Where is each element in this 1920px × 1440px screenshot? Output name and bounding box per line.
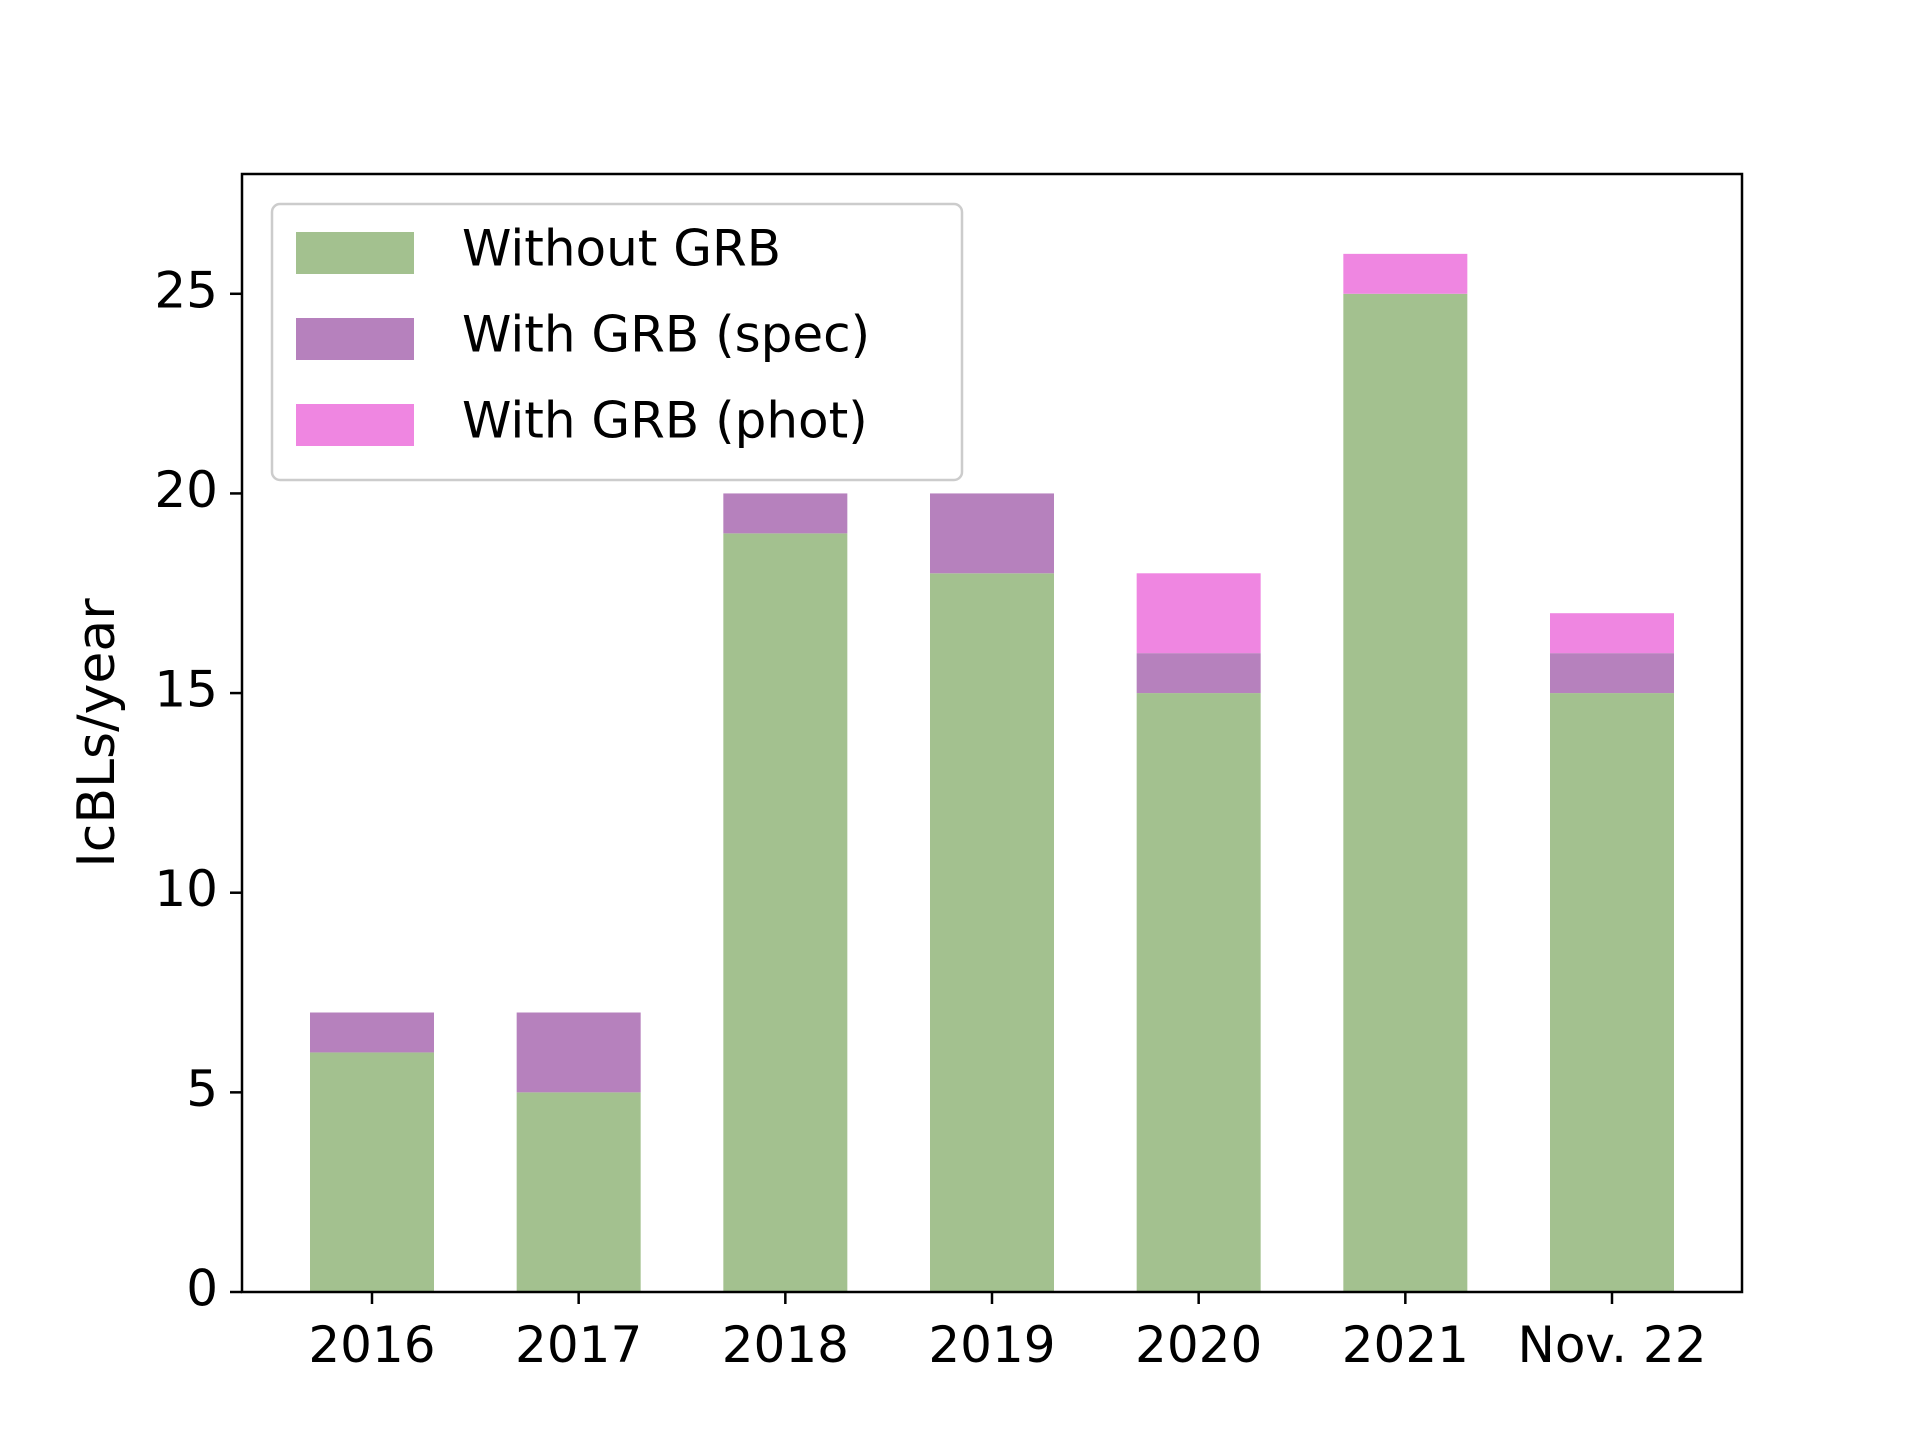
- bar-2020-series-2: [1137, 573, 1261, 653]
- legend-swatch: [296, 318, 414, 360]
- legend-label: Without GRB: [462, 220, 781, 278]
- legend-swatch: [296, 232, 414, 274]
- bar-nov-22-series-2: [1550, 613, 1674, 653]
- bar-2016-series-0: [310, 1052, 434, 1292]
- x-tick-label: 2019: [928, 1316, 1055, 1374]
- bar-2017-series-0: [517, 1092, 641, 1292]
- y-axis: 0 5 10 15 20 25: [154, 261, 242, 1317]
- bar-nov-22-series-0: [1550, 693, 1674, 1292]
- y-tick-label: 20: [154, 461, 218, 519]
- legend-swatch: [296, 404, 414, 446]
- legend-label: With GRB (phot): [462, 392, 868, 450]
- legend-label: With GRB (spec): [462, 306, 870, 364]
- bar-2020-series-0: [1137, 693, 1261, 1292]
- x-tick-label: Nov. 22: [1517, 1316, 1706, 1374]
- y-tick-label: 25: [154, 261, 218, 319]
- x-tick-label: 2017: [515, 1316, 642, 1374]
- bar-2019-series-1: [930, 493, 1054, 573]
- y-tick-label: 5: [186, 1060, 218, 1118]
- bar-2019-series-0: [930, 573, 1054, 1292]
- y-tick-label: 0: [186, 1260, 218, 1318]
- x-axis: 2016 2017 2018 2019 2020 2021 Nov. 22: [308, 1292, 1706, 1374]
- bar-2016-series-1: [310, 1013, 434, 1053]
- x-tick-label: 2018: [722, 1316, 849, 1374]
- bar-2018-series-1: [723, 493, 847, 533]
- bar-2020-series-1: [1137, 653, 1261, 693]
- bar-2017-series-1: [517, 1013, 641, 1093]
- y-axis-label: IcBLs/year: [67, 598, 127, 868]
- x-tick-label: 2016: [308, 1316, 435, 1374]
- x-tick-label: 2020: [1135, 1316, 1262, 1374]
- bar-nov-22-series-1: [1550, 653, 1674, 693]
- y-tick-label: 15: [154, 661, 218, 719]
- bar-2021-series-0: [1343, 294, 1467, 1292]
- y-tick-label: 10: [154, 860, 218, 918]
- x-tick-label: 2021: [1342, 1316, 1469, 1374]
- bar-2021-series-2: [1343, 254, 1467, 294]
- bar-2018-series-0: [723, 533, 847, 1292]
- legend: Without GRB With GRB (spec) With GRB (phot…: [272, 204, 962, 480]
